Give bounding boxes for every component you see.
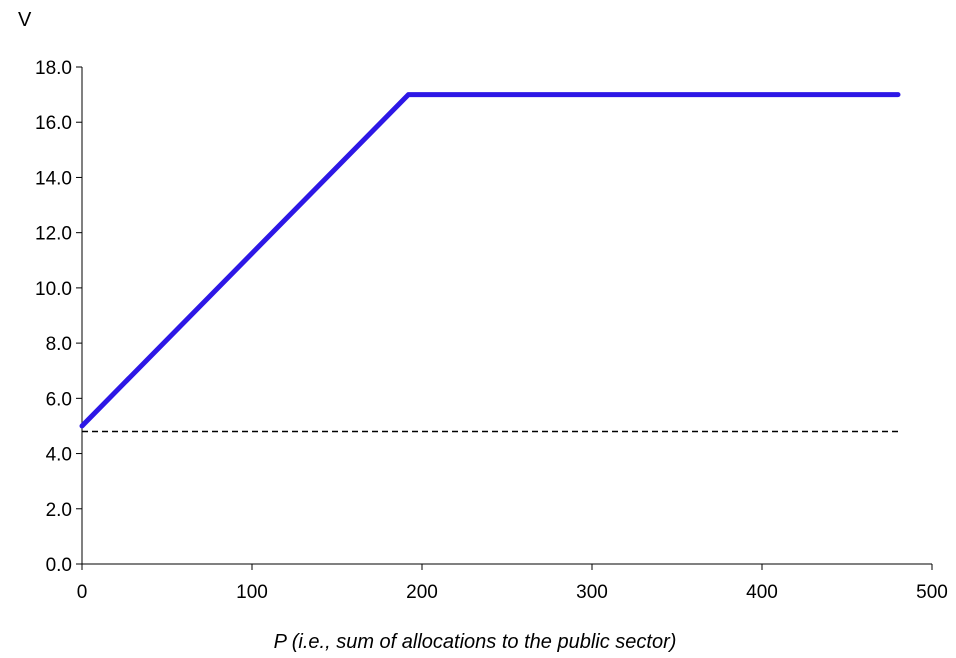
y-axis-title: V [18, 9, 32, 31]
y-tick-label: 14.0 [35, 168, 72, 189]
x-tick-label: 400 [746, 582, 778, 603]
y-tick-label: 8.0 [46, 334, 72, 355]
y-tick-label: 4.0 [46, 445, 72, 466]
y-tick-label: 18.0 [35, 58, 72, 79]
x-tick-label: 300 [576, 582, 608, 603]
x-tick-label: 0 [77, 582, 88, 603]
x-tick-label: 500 [916, 582, 948, 603]
x-tick-label: 200 [406, 582, 438, 603]
y-tick-label: 12.0 [35, 224, 72, 245]
axes [81, 67, 932, 565]
series-layer [79, 92, 901, 433]
y-tick-label: 16.0 [35, 113, 72, 134]
y-tick-label: 2.0 [46, 500, 72, 521]
value-line [79, 92, 901, 429]
y-tick-label: 10.0 [35, 279, 72, 300]
x-tick-label: 100 [236, 582, 268, 603]
ticks: 0.0 2.0 4.0 6.0 8.0 10.0 12.0 14.0 16.0 18.0 0 100 2… [35, 58, 948, 603]
y-tick-label: 0.0 [46, 555, 72, 576]
x-axis-title: P (i.e., sum of allocations to the publi… [274, 631, 677, 653]
y-tick-label: 6.0 [46, 389, 72, 410]
